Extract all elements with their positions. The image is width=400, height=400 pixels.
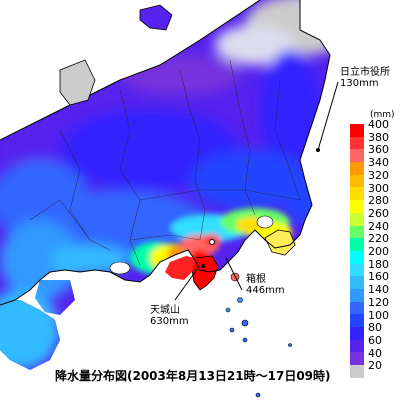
legend-swatch [350, 352, 364, 366]
annotation-amagi: 天城山 630mm [150, 305, 189, 327]
legend-swatch [350, 339, 364, 353]
legend-swatch [350, 149, 364, 163]
legend-swatch [350, 136, 364, 150]
lake-hamana-area [109, 261, 131, 275]
legend-unit: (mm) [370, 110, 395, 120]
legend-tick-label: 140 [368, 283, 389, 297]
legend-tick-label: 280 [368, 194, 389, 208]
legend-swatch [350, 162, 364, 175]
legend-tick-label: 80 [368, 321, 382, 335]
legend-swatch [350, 238, 364, 251]
noto-area [59, 59, 96, 106]
izu-peninsula [191, 255, 219, 291]
legend-tick-label: 360 [368, 143, 389, 157]
annotation-hitachi-name: 日立市役所 [340, 67, 390, 78]
annotation-hakone-name: 箱根 [246, 274, 266, 285]
legend-tick-label: 20 [368, 359, 382, 373]
legend-tick-label: 120 [368, 295, 389, 309]
annotation-hitachi-value: 130mm [340, 78, 379, 89]
annotation-amagi-name: 天城山 [150, 305, 180, 316]
legend-tick-label: 300 [368, 181, 389, 195]
sado-island [139, 4, 173, 31]
legend-tick-label: 240 [368, 219, 389, 233]
legend-swatch [350, 288, 364, 302]
legend-tick-label: 320 [368, 168, 389, 182]
boso-peninsula [264, 229, 296, 256]
legend-swatch [350, 365, 364, 378]
legend-tick-label: 180 [368, 257, 389, 271]
legend-swatch [350, 174, 364, 188]
map-caption: 降水量分布図(2003年8月13日21時～17日09時) [55, 369, 331, 383]
annotation-hakone-value: 446mm [246, 285, 285, 296]
legend-swatch [350, 276, 364, 289]
legend-tick-label: 160 [368, 270, 389, 284]
legend-tick-label: 220 [368, 232, 389, 246]
legend-swatch [350, 200, 364, 213]
legend-tick-label: 400 [368, 118, 389, 131]
coastline [0, 0, 331, 306]
legend-swatch [350, 327, 364, 340]
annotation-hitachi: 日立市役所 130mm [340, 67, 390, 89]
annotation-amagi-value: 630mm [150, 316, 189, 327]
legend-swatch [350, 225, 364, 239]
tokyo-bay [256, 215, 274, 229]
shizuoka-coast [165, 256, 196, 280]
legend-tick-label: 200 [368, 245, 389, 258]
annotation-hakone: 箱根 446mm [246, 274, 285, 296]
annotation-leaders [174, 81, 339, 301]
legend-swatch [350, 263, 364, 277]
legend-tick-label: 340 [368, 156, 389, 170]
legend-colorbar [350, 124, 364, 378]
hakone-point [209, 239, 215, 245]
legend-tick-label: 260 [368, 206, 389, 220]
legend-swatch [350, 250, 364, 264]
legend-swatch [350, 124, 364, 137]
legend-tick-label: 60 [368, 333, 382, 347]
legend-tick-label: 380 [368, 130, 389, 144]
legend-tick-label: 100 [368, 308, 389, 322]
hitachi-point [316, 148, 320, 152]
legend-swatch [350, 187, 364, 201]
legend-swatch [350, 212, 364, 226]
legend-tick-label: 40 [368, 346, 382, 360]
amagi-point [201, 264, 205, 268]
prefecture-borders [29, 59, 301, 266]
legend-swatch [350, 301, 364, 315]
legend-swatch [350, 314, 364, 327]
